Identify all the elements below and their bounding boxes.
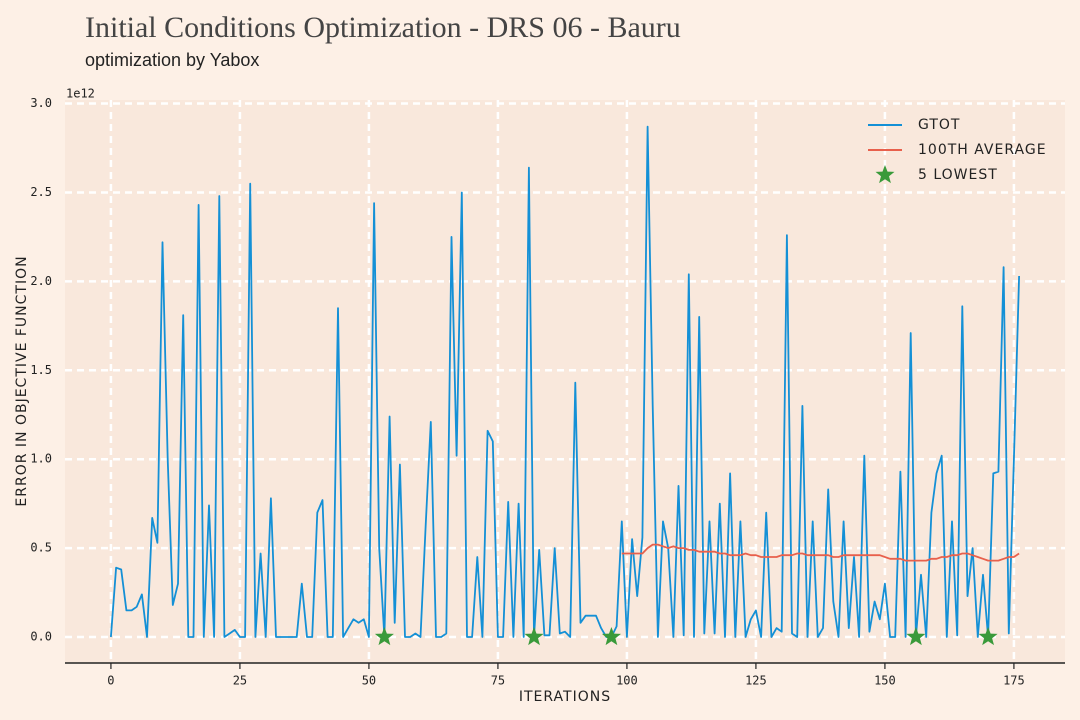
x-tick-label: 125	[745, 674, 767, 688]
x-tick-label: 25	[233, 674, 247, 688]
legend-label: GTOT	[918, 117, 960, 133]
x-tick-label: 75	[491, 674, 505, 688]
star-marker	[978, 627, 998, 646]
star-marker	[906, 627, 926, 646]
x-tick-label: 0	[107, 674, 114, 688]
legend-label: 100TH AVERAGE	[918, 142, 1047, 158]
star-marker	[601, 627, 621, 646]
star-marker	[524, 627, 544, 646]
x-tick-label: 150	[874, 674, 896, 688]
marks	[110, 125, 1020, 646]
x-tick-label: 100	[616, 674, 638, 688]
y-tick-label: 2.0	[30, 274, 52, 288]
data-line	[621, 543, 1020, 562]
y-tick-label: 1.5	[30, 363, 52, 377]
legend-label: 5 LOWEST	[918, 167, 998, 183]
x-axis-label: ITERATIONS	[519, 689, 611, 705]
chart-title: Initial Conditions Optimization - DRS 06…	[85, 11, 681, 44]
y-tick-label: 2.5	[30, 185, 52, 199]
y-tick-label: 3.0	[30, 96, 52, 110]
y-axis-label: ERROR IN OBJECTIVE FUNCTION	[14, 255, 30, 506]
y-tick-label: 0.0	[30, 630, 52, 644]
y-tick-label: 0.5	[30, 541, 52, 555]
chart-subtitle: optimization by Yabox	[85, 50, 259, 70]
legend-marker	[875, 165, 895, 184]
grid: 0.0 0.5 1.0 1.5 2.0 2.5 3.0 0 25 50 75 100 125 150 175	[30, 96, 1065, 688]
data-line	[110, 125, 1020, 638]
star-marker	[374, 627, 394, 646]
x-tick-label: 175	[1003, 674, 1025, 688]
plot-area	[65, 100, 1065, 663]
y-tick-label: 1.0	[30, 452, 52, 466]
legend: GTOT 100TH AVERAGE 5 LOWEST	[868, 117, 1047, 184]
x-tick-label: 50	[362, 674, 376, 688]
y-offset-label: 1e12	[66, 87, 95, 101]
